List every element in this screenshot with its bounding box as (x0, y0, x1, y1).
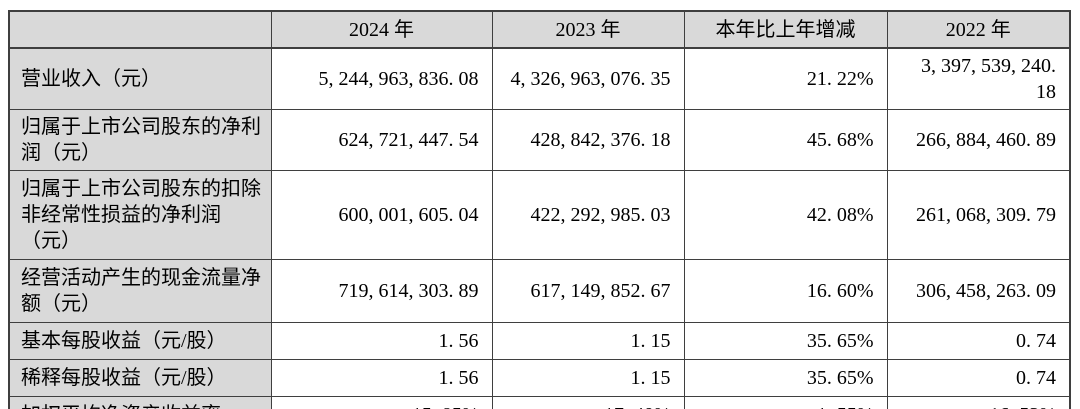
cell-2023: 422, 292, 985. 03 (491, 170, 685, 260)
cell-2023: 428, 842, 376. 18 (491, 109, 685, 171)
row-basic-eps: 基本每股收益（元/股） 1. 56 1. 15 35. 65% 0. 74 (8, 322, 1071, 360)
header-corner-cell (8, 10, 272, 49)
cell-2024: 600, 001, 605. 04 (270, 170, 493, 260)
row-label: 经营活动产生的现金流量净额（元） (8, 259, 272, 323)
header-col-2023: 2023 年 (491, 10, 685, 49)
cell-yoy: 45. 68% (683, 109, 888, 171)
cell-2023: 4, 326, 963, 076. 35 (491, 47, 685, 110)
row-label: 归属于上市公司股东的净利润（元） (8, 109, 272, 171)
row-operating-cash-flow: 经营活动产生的现金流量净额（元） 719, 614, 303. 89 617, … (8, 259, 1071, 323)
row-diluted-eps: 稀释每股收益（元/股） 1. 56 1. 15 35. 65% 0. 74 (8, 359, 1071, 397)
cell-2022: 16. 53% (886, 396, 1071, 409)
row-weighted-avg-roe: 加权平均净资产收益率 15. 85% 17. 40% −1. 55% 16. 5… (8, 396, 1071, 409)
row-label: 基本每股收益（元/股） (8, 322, 272, 360)
cell-2022: 266, 884, 460. 89 (886, 109, 1071, 171)
cell-yoy: 21. 22% (683, 47, 888, 110)
cell-2023: 1. 15 (491, 359, 685, 397)
header-col-2024: 2024 年 (270, 10, 493, 49)
cell-yoy: 35. 65% (683, 359, 888, 397)
cell-2022: 3, 397, 539, 240. 18 (886, 47, 1071, 110)
cell-2024: 624, 721, 447. 54 (270, 109, 493, 171)
cell-2022: 0. 74 (886, 359, 1071, 397)
cell-2023: 1. 15 (491, 322, 685, 360)
row-net-profit-excl-non-recurring: 归属于上市公司股东的扣除非经常性损益的净利润（元） 600, 001, 605.… (8, 170, 1071, 260)
row-label: 营业收入（元） (8, 47, 272, 110)
cell-2022: 261, 068, 309. 79 (886, 170, 1071, 260)
cell-2024: 719, 614, 303. 89 (270, 259, 493, 323)
key-financial-indicators-table: 2024 年 2023 年 本年比上年增减 2022 年 营业收入（元） 5, … (8, 10, 1071, 409)
header-col-2022: 2022 年 (886, 10, 1071, 49)
table-header-row: 2024 年 2023 年 本年比上年增减 2022 年 (8, 10, 1071, 49)
cell-2024: 1. 56 (270, 359, 493, 397)
cell-2022: 306, 458, 263. 09 (886, 259, 1071, 323)
cell-2022: 0. 74 (886, 322, 1071, 360)
cell-2024: 5, 244, 963, 836. 08 (270, 47, 493, 110)
cell-yoy: 16. 60% (683, 259, 888, 323)
cell-2024: 15. 85% (270, 396, 493, 409)
row-net-profit-attributable: 归属于上市公司股东的净利润（元） 624, 721, 447. 54 428, … (8, 109, 1071, 171)
row-label: 加权平均净资产收益率 (8, 396, 272, 409)
cell-yoy: 42. 08% (683, 170, 888, 260)
row-label: 归属于上市公司股东的扣除非经常性损益的净利润（元） (8, 170, 272, 260)
row-label: 稀释每股收益（元/股） (8, 359, 272, 397)
cell-2023: 617, 149, 852. 67 (491, 259, 685, 323)
cell-yoy: −1. 55% (683, 396, 888, 409)
row-operating-revenue: 营业收入（元） 5, 244, 963, 836. 08 4, 326, 963… (8, 47, 1071, 110)
cell-2023: 17. 40% (491, 396, 685, 409)
cell-2024: 1. 56 (270, 322, 493, 360)
header-col-yoy-change: 本年比上年增减 (683, 10, 888, 49)
cell-yoy: 35. 65% (683, 322, 888, 360)
